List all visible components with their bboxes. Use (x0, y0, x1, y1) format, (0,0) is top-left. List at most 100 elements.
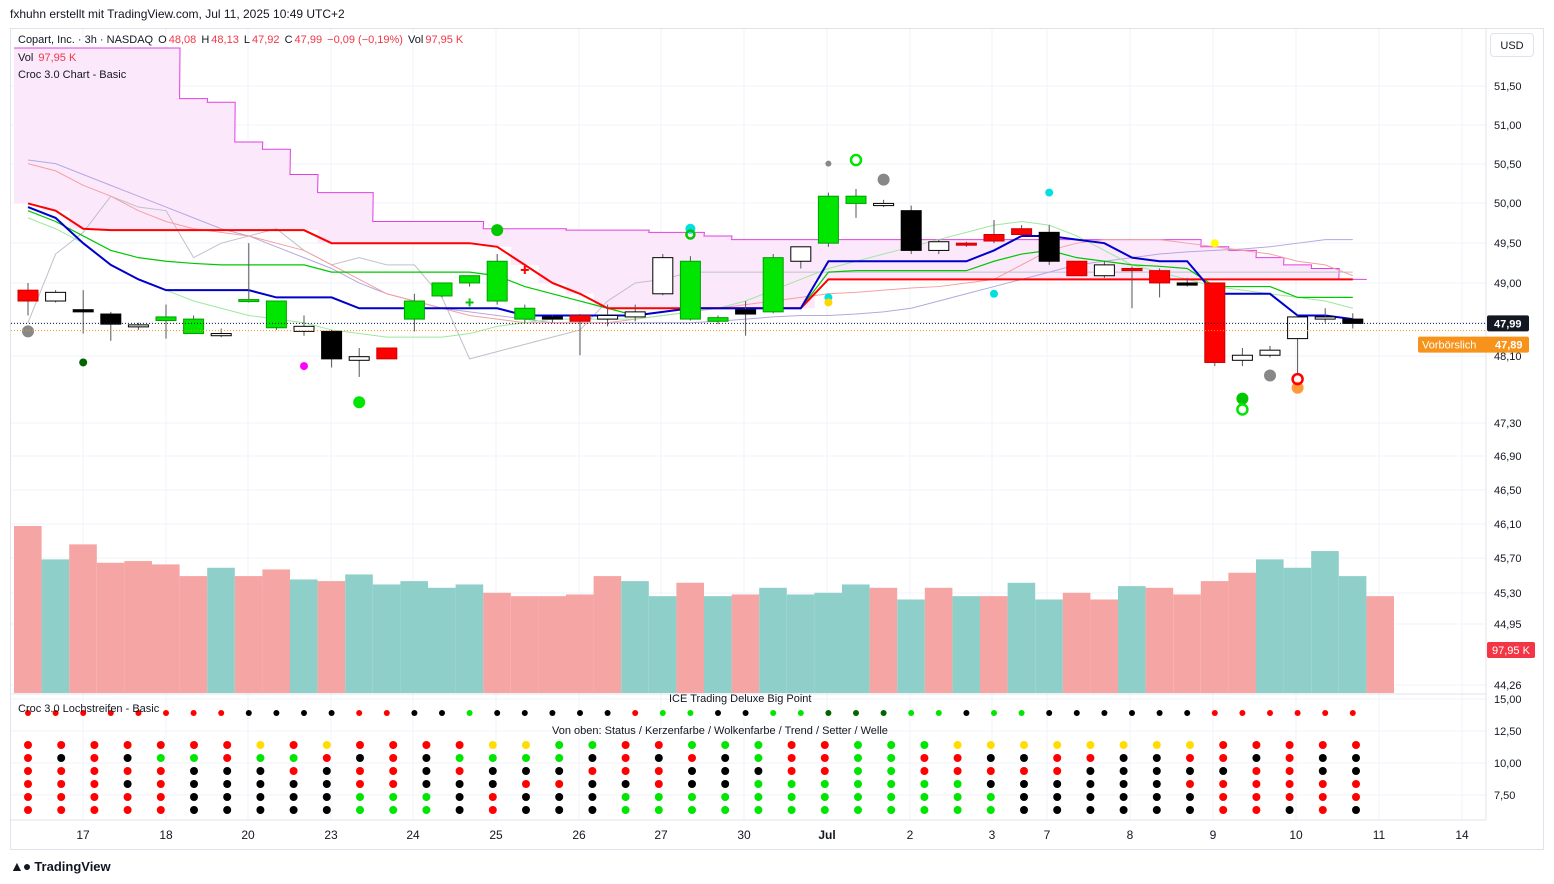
signal-ring (1291, 372, 1304, 386)
legend-volume[interactable]: Vol 97,95 K (18, 52, 78, 64)
candle-body (321, 330, 343, 360)
lower-tick: 12,50 (1494, 726, 1522, 738)
signal-dot (300, 362, 308, 371)
big-point-dot (1018, 710, 1025, 716)
lochstreifen-dot (389, 741, 398, 749)
tradingview-logo[interactable]: ▲● TradingView (10, 858, 111, 874)
lochstreifen-dot (588, 754, 597, 762)
volume-bar (1200, 581, 1229, 693)
lochstreifen-dot (1318, 741, 1327, 749)
legend-indicator[interactable]: Croc 3.0 Chart - Basic (18, 69, 128, 81)
lochstreifen-dot (1186, 806, 1194, 814)
big-point-dot (245, 710, 252, 716)
lochstreifen-dot (854, 806, 862, 814)
signal-dot (1045, 188, 1054, 197)
candle-body (1121, 267, 1143, 272)
currency-button[interactable]: USD (1490, 33, 1534, 57)
lochstreifen-dot (920, 806, 929, 814)
lochstreifen-dot (422, 806, 431, 814)
lochstreifen-dot (953, 780, 962, 788)
lochstreifen-dot (57, 741, 66, 749)
volume-bar (676, 582, 704, 693)
lochstreifen-dot (1285, 780, 1294, 788)
lochstreifen-dot (1352, 806, 1360, 814)
lochstreifen-dot (1285, 741, 1294, 749)
lochstreifen-dot (1020, 793, 1028, 801)
big-point-dot (880, 710, 887, 716)
lochstreifen-title[interactable]: Croc 3.0 Lochstreifen - Basic (18, 703, 160, 715)
lochstreifen-dot (621, 793, 630, 801)
signal-dot (79, 358, 88, 367)
lochstreifen-dot (57, 780, 66, 788)
lochstreifen-dot (721, 793, 730, 801)
lochstreifen-dot (322, 754, 331, 762)
lochstreifen-dot (123, 793, 132, 801)
volume-bar (1228, 572, 1256, 693)
lochstreifen-dots (24, 710, 1360, 814)
volume-bar (1338, 576, 1367, 693)
lochstreifen-dot (422, 780, 431, 788)
time-label: 3 (989, 828, 996, 842)
lochstreifen-dot (1252, 806, 1261, 814)
lochstreifen-dot (223, 793, 232, 801)
time-label: 9 (1210, 828, 1217, 842)
lochstreifen-dot (986, 780, 995, 788)
volume-bar (952, 596, 980, 693)
lochstreifen-dot (289, 754, 298, 762)
lochstreifen-dot (787, 741, 796, 749)
price-tick: 46,90 (1494, 451, 1522, 463)
lochstreifen-dot (1020, 780, 1028, 788)
lochstreifen-dot (190, 806, 198, 814)
lochstreifen-dot (223, 741, 232, 749)
lochstreifen-dot (721, 806, 730, 814)
lochstreifen-dot (588, 793, 597, 801)
lochstreifen-dot (986, 806, 995, 814)
volume-bar (759, 587, 787, 693)
volume-bar (814, 592, 842, 693)
price-tick: 44,95 (1494, 619, 1522, 631)
last-price-label: 47,99 (1494, 318, 1522, 330)
lochstreifen-dot (488, 780, 497, 788)
lochstreifen-dot (90, 741, 99, 749)
candle-body (1176, 282, 1198, 286)
lochstreifen-dot (123, 806, 132, 814)
time-label: 20 (241, 828, 255, 842)
big-point-dot (1156, 710, 1163, 716)
lochstreifen-dot (621, 767, 630, 775)
lochstreifen-dot (688, 780, 696, 788)
symbol-label[interactable]: Copart, Inc. · 3h · NASDAQ (18, 34, 154, 46)
big-point-dot (908, 710, 915, 716)
big-point-dot (328, 710, 335, 716)
big-point-dot (797, 710, 804, 716)
candle-body (873, 202, 895, 207)
lochstreifen-dot (887, 767, 896, 775)
lochstreifen-dot (522, 793, 530, 801)
volume-bar (483, 592, 511, 693)
candle-body (1066, 260, 1088, 277)
lochstreifen-dot (654, 780, 663, 788)
candles (17, 188, 1364, 377)
lochstreifen-dot (621, 741, 630, 749)
big-point-dot (549, 710, 556, 716)
lochstreifen-dot (223, 806, 232, 814)
lochstreifen-dot (522, 806, 530, 814)
candle-body (17, 289, 39, 302)
lochstreifen-dot (1053, 767, 1062, 775)
lochstreifen-dot (854, 767, 862, 775)
legend-ohlc: Copart, Inc. · 3h · NASDAQ O 48,08 H 48,13… (18, 34, 465, 46)
lochstreifen-dot (986, 754, 995, 762)
lochstreifen-dot (356, 741, 364, 749)
change-value: −0,09 (−0,19%) (327, 34, 403, 46)
volume-bar (1118, 586, 1146, 693)
volume-bar (704, 596, 732, 693)
big-point-dot (604, 710, 611, 716)
lochstreifen-dot (1020, 767, 1028, 775)
lochstreifen-dot (787, 754, 796, 762)
lochstreifen-dot (887, 754, 896, 762)
lochstreifen-dot (1219, 741, 1228, 749)
candle-body (679, 260, 701, 320)
big-point-dot (494, 710, 501, 716)
lochstreifen-dot (1252, 793, 1261, 801)
lochstreifen-dot (123, 754, 132, 762)
